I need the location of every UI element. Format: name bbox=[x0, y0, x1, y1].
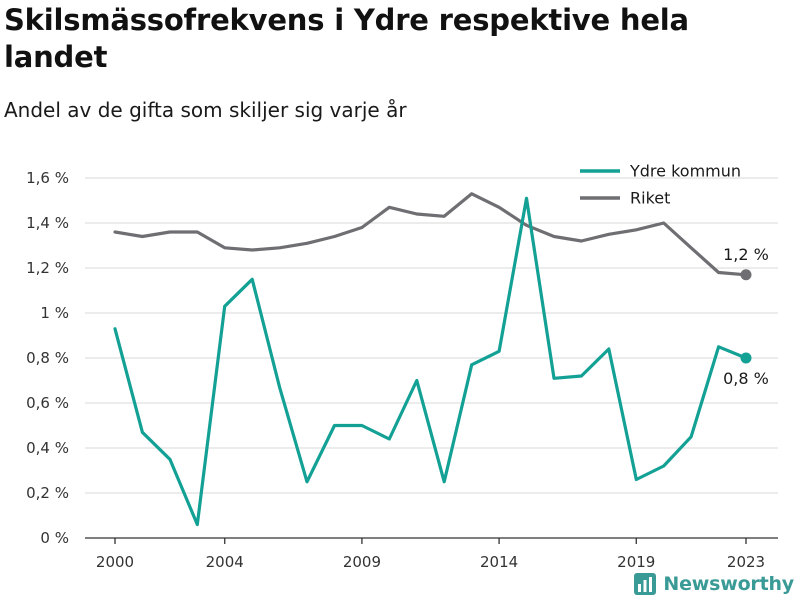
series-layer: 1,2 % 0,8 % bbox=[113, 192, 769, 527]
y-tick-label: 0,4 % bbox=[26, 439, 69, 457]
y-tick-label: 1,2 % bbox=[26, 259, 69, 277]
end-point-ydre-kommun bbox=[740, 352, 752, 364]
x-tick-label: 2023 bbox=[727, 553, 765, 571]
y-tick-label: 1,4 % bbox=[26, 214, 69, 232]
y-tick-label: 0,2 % bbox=[26, 484, 69, 502]
chart-subtitle: Andel av de gifta som skiljer sig varje … bbox=[4, 98, 407, 122]
y-tick-label: 0 % bbox=[40, 529, 69, 547]
brand-name: Newsworthy bbox=[663, 573, 794, 595]
y-tick-label: 1 % bbox=[40, 304, 69, 322]
y-tick-label: 0,6 % bbox=[26, 394, 69, 412]
series-line-riket bbox=[113, 192, 748, 277]
y-tick-label: 0,8 % bbox=[26, 349, 69, 367]
x-tick-label: 2014 bbox=[480, 553, 518, 571]
grid-layer bbox=[85, 177, 778, 494]
x-tick-label: 2004 bbox=[206, 553, 244, 571]
x-tick-label: 2019 bbox=[617, 553, 655, 571]
legend: Ydre kommun Riket bbox=[580, 162, 741, 208]
end-point-riket bbox=[740, 269, 752, 281]
chart-title: Skilsmässofrekvens i Ydre respektive hel… bbox=[4, 3, 689, 74]
y-tick-label: 1,6 % bbox=[26, 169, 69, 187]
brand-logo: Newsworthy bbox=[633, 572, 794, 596]
axis-layer: 0 % 0,2 % 0,4 % 0,6 % 0,8 % 1 % 1,2 % 1,4 % 1,6 … bbox=[26, 169, 778, 571]
bar-chart-icon bbox=[634, 573, 657, 595]
series-line-ydre-kommun bbox=[113, 196, 748, 527]
legend-label-riket: Riket bbox=[630, 189, 670, 208]
x-tick-label: 2000 bbox=[96, 553, 134, 571]
x-tick-label: 2009 bbox=[343, 553, 381, 571]
end-label-ydre-kommun: 0,8 % bbox=[723, 369, 769, 388]
legend-label-ydre-kommun: Ydre kommun bbox=[629, 162, 741, 181]
end-label-riket: 1,2 % bbox=[723, 245, 769, 264]
